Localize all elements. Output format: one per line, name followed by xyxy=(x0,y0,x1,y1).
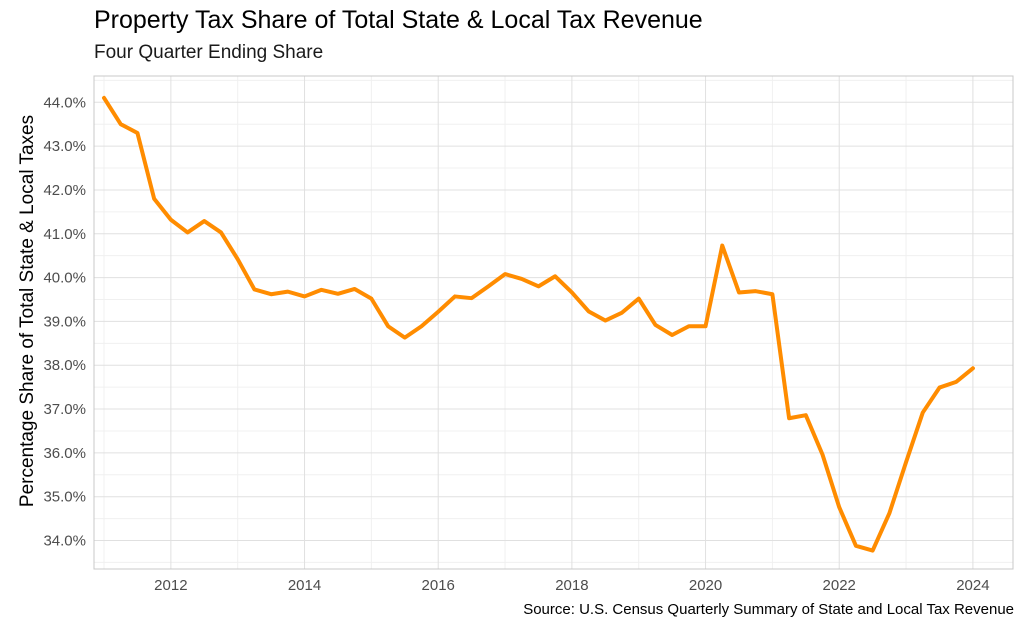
x-tick-label: 2012 xyxy=(154,577,187,594)
y-tick-label: 36.0% xyxy=(43,445,86,462)
y-tick-label: 43.0% xyxy=(43,138,86,155)
chart-title: Property Tax Share of Total State & Loca… xyxy=(94,6,703,34)
y-tick-labels: 34.0% 35.0% 36.0% 37.0% 38.0% 39.0% 40.0% 41.0%… xyxy=(43,94,86,549)
x-tick-label: 2020 xyxy=(689,577,722,594)
y-tick-label: 39.0% xyxy=(43,313,86,330)
series-group xyxy=(102,95,975,553)
x-tick-label: 2016 xyxy=(422,577,455,594)
minor-gridlines xyxy=(94,76,1013,569)
y-tick-label: 38.0% xyxy=(43,357,86,374)
x-tick-label: 2018 xyxy=(555,577,588,594)
y-tick-label: 34.0% xyxy=(43,533,86,550)
x-tick-label: 2022 xyxy=(823,577,856,594)
y-tick-label: 42.0% xyxy=(43,182,86,199)
plot-panel-border xyxy=(93,75,1014,570)
major-gridlines xyxy=(94,76,1013,569)
x-tick-label: 2014 xyxy=(288,577,321,594)
chart-subtitle: Four Quarter Ending Share xyxy=(94,42,324,63)
y-tick-label: 35.0% xyxy=(43,489,86,506)
series-line xyxy=(102,95,975,553)
y-tick-label: 40.0% xyxy=(43,270,86,287)
x-tick-label: 2024 xyxy=(956,577,989,594)
y-tick-label: 37.0% xyxy=(43,401,86,418)
x-tick-labels: 2012 2014 2016 2018 2020 2022 2024 xyxy=(154,577,989,594)
y-tick-label: 44.0% xyxy=(43,94,86,111)
y-tick-label: 41.0% xyxy=(43,226,86,243)
source-caption: Source: U.S. Census Quarterly Summary of… xyxy=(523,601,1014,618)
